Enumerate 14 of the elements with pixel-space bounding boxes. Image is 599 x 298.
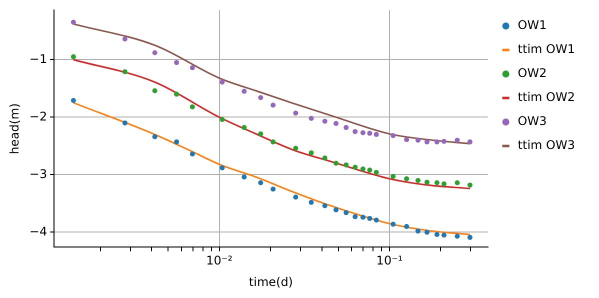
y-tick-label: −4: [29, 224, 48, 238]
y-tick-label: −2: [29, 109, 48, 124]
legend-label: OW1: [518, 18, 547, 32]
y-tick-label: −3: [29, 166, 48, 181]
x-tick-label: 10⁻²: [206, 254, 233, 268]
y-tick-label: −1: [29, 52, 48, 66]
x-axis-title: time(d): [248, 274, 293, 289]
legend-label: OW3: [518, 114, 547, 128]
x-tick-label: 10⁻¹: [376, 254, 403, 268]
legend-label: OW2: [518, 66, 547, 80]
legend-label: ttim OW2: [518, 90, 576, 104]
legend-label: ttim OW1: [518, 42, 576, 56]
y-axis-title: head(m): [7, 103, 22, 154]
legend-label: ttim OW3: [518, 138, 576, 152]
